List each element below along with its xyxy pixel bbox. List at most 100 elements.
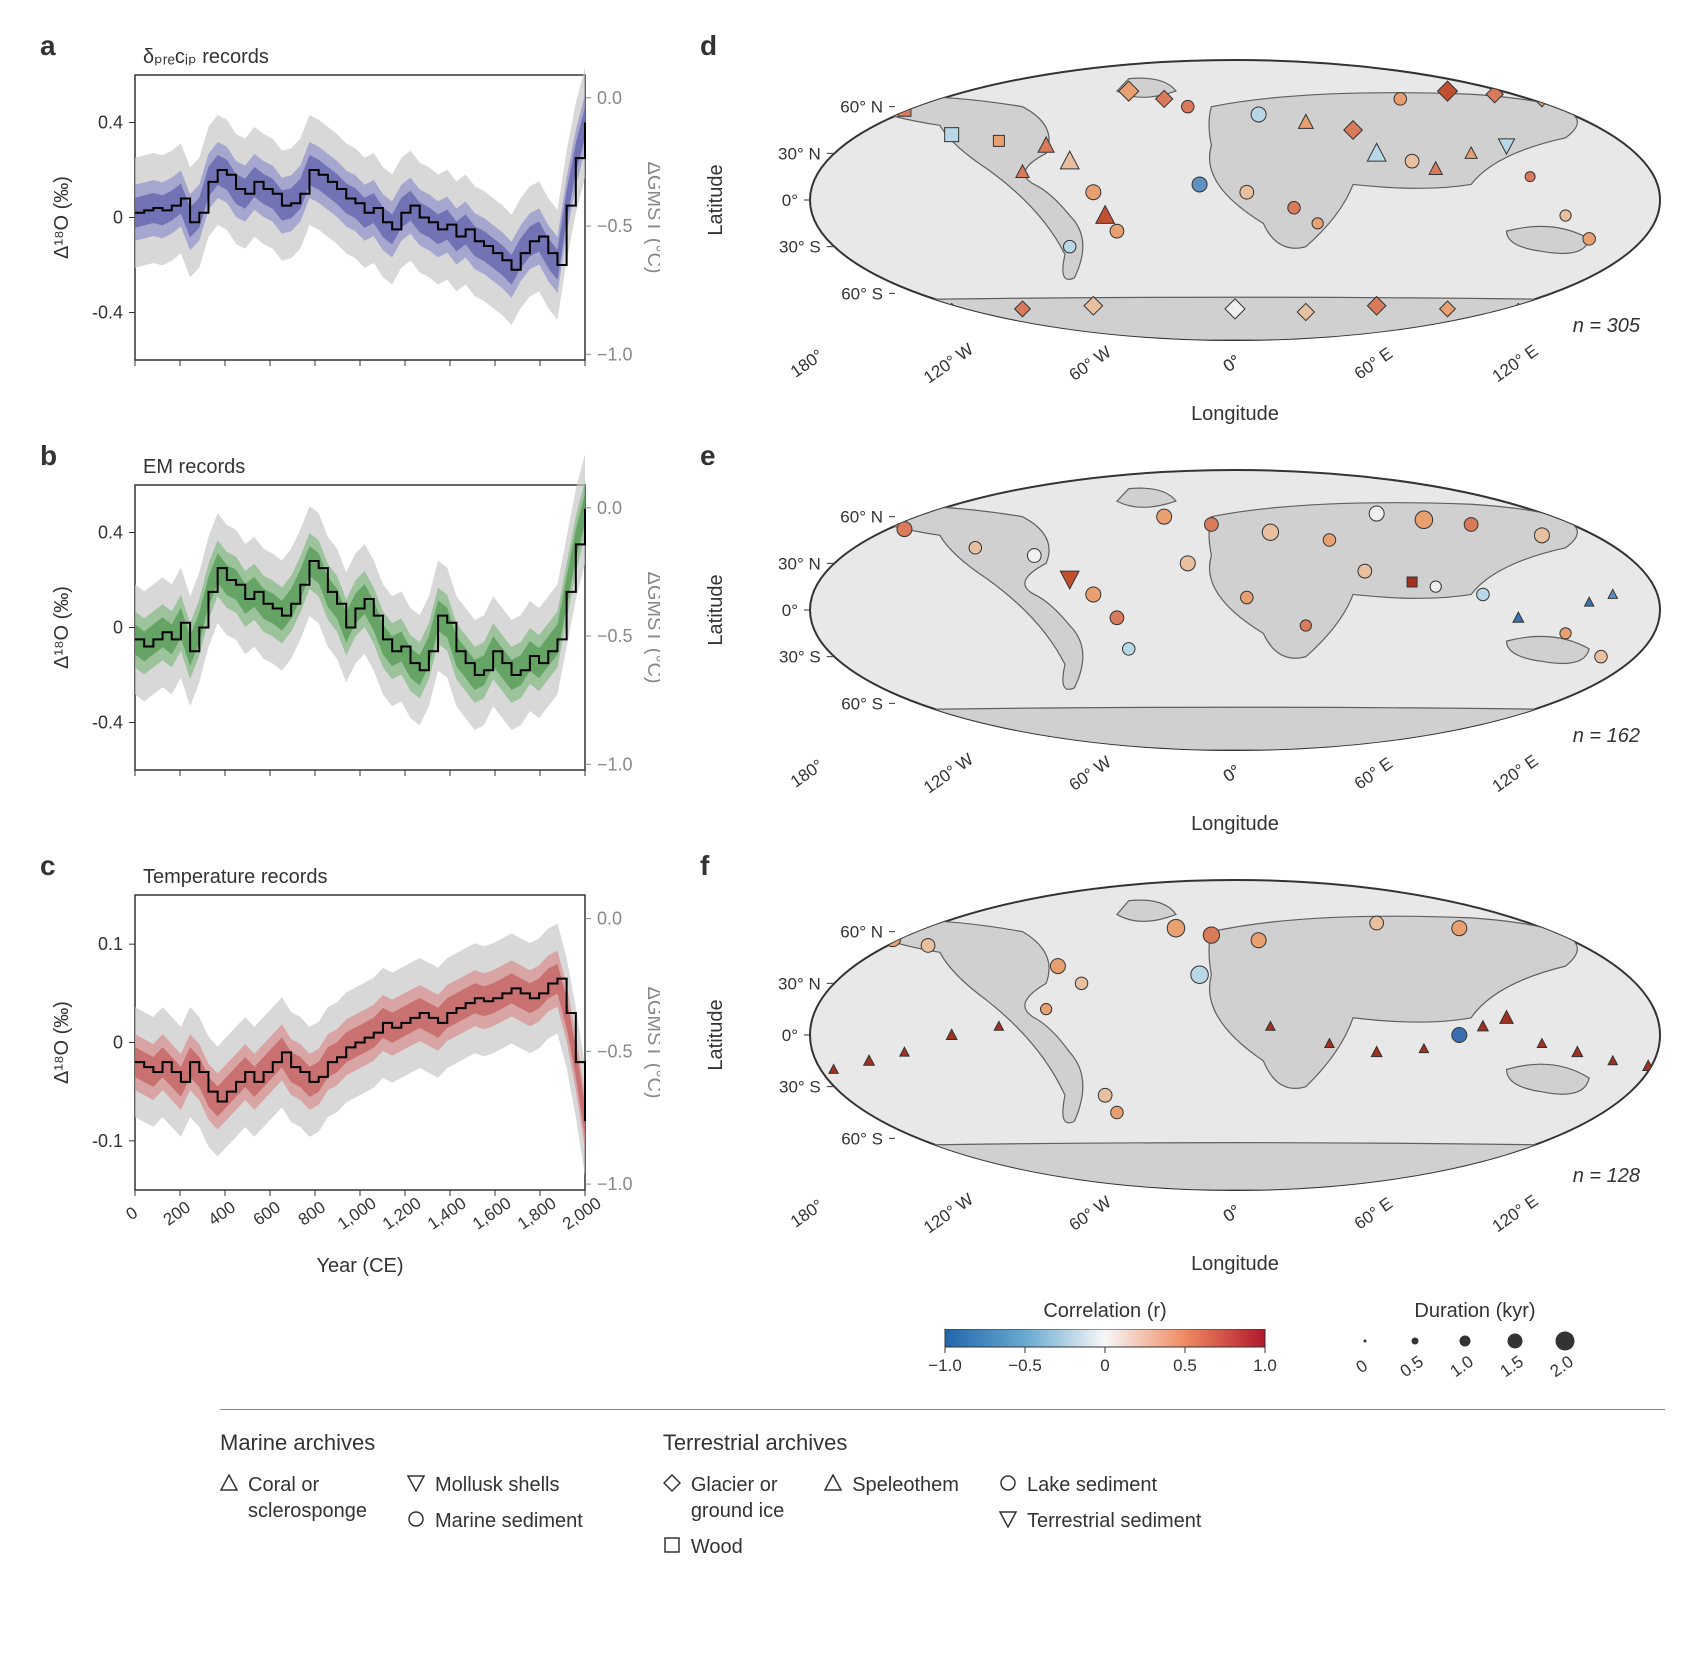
svg-text:1,600: 1,600: [469, 1194, 515, 1234]
svg-text:60° E: 60° E: [1351, 754, 1396, 794]
svg-text:60° E: 60° E: [1351, 1194, 1396, 1234]
svg-text:ΔGMST (°C): ΔGMST (°C): [643, 571, 660, 683]
svg-text:0: 0: [1353, 1356, 1372, 1377]
svg-text:-0.4: -0.4: [92, 303, 123, 323]
legend-marine: Marine archives Coral or sclerosponge Mo…: [220, 1430, 583, 1560]
legend-label: Terrestrial sediment: [1027, 1508, 1202, 1534]
duration-title: Duration (kyr): [1414, 1300, 1535, 1323]
svg-text:Latitude: Latitude: [705, 574, 727, 645]
svg-text:1.5: 1.5: [1497, 1352, 1527, 1379]
svg-text:30° S: 30° S: [779, 1078, 821, 1097]
svg-text:Δ¹⁸O (‰): Δ¹⁸O (‰): [51, 1001, 73, 1084]
svg-text:δₚᵣₑcᵢₚ records: δₚᵣₑcᵢₚ records: [143, 46, 269, 68]
svg-text:60° S: 60° S: [841, 1129, 883, 1148]
svg-text:0: 0: [113, 618, 123, 638]
svg-text:60° W: 60° W: [1066, 752, 1115, 794]
svg-text:0.0: 0.0: [597, 909, 622, 929]
legend-item-glacier: Glacier or ground ice: [663, 1472, 784, 1524]
svg-text:−0.5: −0.5: [597, 1041, 633, 1061]
svg-text:Longitude: Longitude: [1191, 403, 1279, 425]
svg-text:120° E: 120° E: [1489, 751, 1542, 796]
colorbar-title: Correlation (r): [1043, 1300, 1166, 1323]
svg-text:120° E: 120° E: [1489, 341, 1542, 386]
svg-text:0.5: 0.5: [1173, 1356, 1197, 1375]
svg-text:0.4: 0.4: [98, 113, 123, 133]
timeseries-chart-b: EM records-0.400.40.0−0.5−1.0Δ¹⁸O (‰)ΔGM…: [40, 440, 660, 810]
svg-text:-0.4: -0.4: [92, 713, 123, 733]
duration-sizes: 00.51.01.52.0: [1345, 1329, 1605, 1379]
svg-text:0.5: 0.5: [1397, 1352, 1427, 1379]
legend-terr-title: Terrestrial archives: [663, 1430, 1202, 1456]
svg-text:0°: 0°: [782, 191, 798, 210]
legend-label: Glacier or ground ice: [691, 1472, 784, 1524]
map-chart-d: 60° N30° N0°30° S60° SLatitude0°60° E120…: [700, 30, 1700, 430]
svg-text:30° S: 30° S: [779, 238, 821, 257]
svg-text:30° N: 30° N: [778, 554, 821, 573]
svg-text:120° E: 120° E: [1489, 1191, 1542, 1236]
svg-text:1,000: 1,000: [334, 1194, 380, 1234]
svg-text:0.1: 0.1: [98, 934, 123, 954]
map-chart-f: 60° N30° N0°30° S60° SLatitude0°60° E120…: [700, 850, 1700, 1280]
svg-text:0°: 0°: [782, 601, 798, 620]
svg-text:1,800: 1,800: [514, 1194, 560, 1234]
svg-text:120° W: 120° W: [920, 1190, 977, 1238]
svg-text:n = 128: n = 128: [1573, 1165, 1640, 1187]
panel-e: e 60° N30° N0°30° S60° SLatitude0°60° E1…: [700, 440, 1700, 840]
svg-text:-0.1: -0.1: [92, 1131, 123, 1151]
svg-text:1,200: 1,200: [379, 1194, 425, 1234]
svg-text:30° S: 30° S: [779, 648, 821, 667]
legend-terrestrial: Terrestrial archives Glacier or ground i…: [663, 1430, 1202, 1560]
svg-text:n = 162: n = 162: [1573, 725, 1640, 747]
panel-b: b EM records-0.400.40.0−0.5−1.0Δ¹⁸O (‰)Δ…: [40, 440, 660, 840]
legend-label: Mollusk shells: [435, 1472, 559, 1498]
panel-letter: e: [700, 440, 716, 472]
svg-text:−0.5: −0.5: [1008, 1356, 1042, 1375]
legend-item-speleothem: Speleothem: [824, 1472, 959, 1498]
svg-text:800: 800: [295, 1198, 329, 1230]
svg-text:−1.0: −1.0: [597, 1174, 633, 1194]
svg-text:60° N: 60° N: [840, 508, 883, 527]
svg-text:60° E: 60° E: [1351, 344, 1396, 384]
legend-item-lake: Lake sediment: [999, 1472, 1202, 1498]
svg-text:400: 400: [205, 1198, 239, 1230]
svg-text:Longitude: Longitude: [1191, 1253, 1279, 1275]
svg-text:60° W: 60° W: [1066, 342, 1115, 384]
legend-item-marine-sed: Marine sediment: [407, 1508, 583, 1534]
svg-text:Δ¹⁸O (‰): Δ¹⁸O (‰): [51, 586, 73, 669]
svg-text:1,400: 1,400: [424, 1194, 470, 1234]
svg-text:0.4: 0.4: [98, 523, 123, 543]
colorbar: −1.0−0.500.51.0: [925, 1329, 1285, 1379]
timeseries-chart-a: δₚᵣₑcᵢₚ records-0.400.40.0−0.5−1.0Δ¹⁸O (…: [40, 30, 660, 400]
panel-a: a δₚᵣₑcᵢₚ records-0.400.40.0−0.5−1.0Δ¹⁸O…: [40, 30, 660, 430]
legend-label: Lake sediment: [1027, 1472, 1157, 1498]
svg-text:60° N: 60° N: [840, 98, 883, 117]
svg-text:ΔGMST (°C): ΔGMST (°C): [643, 986, 660, 1098]
svg-text:Longitude: Longitude: [1191, 813, 1279, 835]
svg-text:180°: 180°: [787, 1196, 827, 1232]
colorbar-block: Correlation (r) −1.0−0.500.51.0: [925, 1300, 1285, 1379]
svg-text:30° N: 30° N: [778, 144, 821, 163]
legend-section: Marine archives Coral or sclerosponge Mo…: [220, 1409, 1665, 1560]
svg-text:Δ¹⁸O (‰): Δ¹⁸O (‰): [51, 176, 73, 259]
figure-grid: a δₚᵣₑcᵢₚ records-0.400.40.0−0.5−1.0Δ¹⁸O…: [40, 30, 1665, 1280]
svg-text:0°: 0°: [1220, 1201, 1244, 1226]
svg-text:1.0: 1.0: [1253, 1356, 1277, 1375]
svg-text:Year (CE): Year (CE): [316, 1255, 403, 1277]
legend-label: Coral or sclerosponge: [248, 1472, 367, 1524]
colorbar-row: Correlation (r) −1.0−0.500.51.0 Duration…: [40, 1300, 1665, 1379]
svg-text:0.0: 0.0: [597, 88, 622, 108]
svg-text:0: 0: [113, 208, 123, 228]
svg-text:ΔGMST (°C): ΔGMST (°C): [643, 161, 660, 273]
panel-letter: c: [40, 850, 56, 882]
svg-text:−0.5: −0.5: [597, 626, 633, 646]
panel-letter: b: [40, 440, 57, 472]
svg-text:−0.5: −0.5: [597, 216, 633, 236]
map-chart-e: 60° N30° N0°30° S60° SLatitude0°60° E120…: [700, 440, 1700, 840]
panel-letter: f: [700, 850, 709, 882]
legend-label: Marine sediment: [435, 1508, 583, 1534]
svg-text:0: 0: [113, 1033, 123, 1053]
svg-text:0.0: 0.0: [597, 498, 622, 518]
svg-text:2,000: 2,000: [559, 1194, 605, 1234]
svg-text:Temperature records: Temperature records: [143, 866, 328, 888]
svg-text:0: 0: [123, 1203, 142, 1224]
